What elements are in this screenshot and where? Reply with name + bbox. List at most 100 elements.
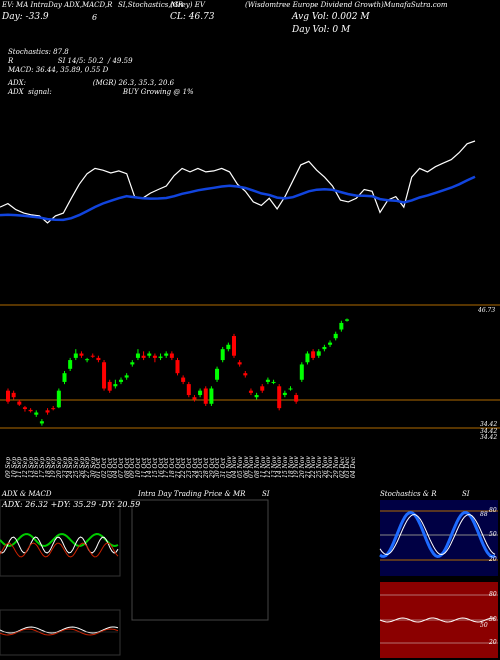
candle-body xyxy=(345,319,349,321)
header-label-3: (Grey) EV xyxy=(170,1,205,9)
adx-panel-values: ADX: 26.32 +DY: 35.29 -DY: 20.59 xyxy=(2,500,141,509)
stoch-k-line xyxy=(379,510,496,559)
candle-body xyxy=(198,390,203,396)
candle xyxy=(22,405,27,412)
candle-body xyxy=(158,356,163,358)
header-label-2: SI,Stochastics,MR xyxy=(118,1,184,9)
candle xyxy=(203,386,208,406)
candle-body xyxy=(299,364,304,380)
candle xyxy=(73,349,78,361)
price-tick-3: 34.42 xyxy=(480,434,498,441)
adx-panel-title: ADX & MACD xyxy=(2,490,52,498)
stoch-value-label: 88 xyxy=(480,511,488,518)
header-title: (Wisdomtree Europe Dividend Growth)Munaf… xyxy=(245,1,448,9)
candle xyxy=(6,388,10,404)
price-tick-1: 34.42 xyxy=(480,421,498,428)
stoch-d-line xyxy=(379,513,496,556)
candle xyxy=(215,366,220,382)
candle xyxy=(265,377,270,385)
candle xyxy=(243,371,248,378)
macd-value: MACD: 36.44, 35.89, 0.55 D xyxy=(8,66,109,74)
candle xyxy=(294,392,299,404)
candle xyxy=(96,355,101,363)
candle-body xyxy=(56,390,61,408)
candle-body xyxy=(102,362,107,389)
candle xyxy=(333,331,338,341)
candle xyxy=(147,351,152,358)
candle-body xyxy=(175,360,180,374)
adx-plus-di-line xyxy=(0,532,119,548)
candle-body xyxy=(181,377,186,382)
candle xyxy=(56,388,61,409)
rsi-tick-80: 80 xyxy=(489,591,497,598)
candle xyxy=(62,371,67,385)
candle-body xyxy=(68,360,73,369)
candle-body xyxy=(141,355,146,358)
candle xyxy=(152,353,157,363)
candle-body xyxy=(152,355,157,358)
candle xyxy=(17,399,22,406)
candle xyxy=(107,379,112,393)
candle-body xyxy=(248,390,253,393)
candle-body xyxy=(192,397,197,400)
stoch-panel-title: Stochastics & R xyxy=(380,490,437,498)
candle xyxy=(164,351,169,358)
stoch-tick-50: 50 xyxy=(489,531,497,538)
candle xyxy=(198,388,203,398)
candle-body xyxy=(73,353,78,358)
candle xyxy=(28,408,33,413)
candle xyxy=(45,408,50,415)
candle-body xyxy=(28,409,33,412)
candle-body xyxy=(11,392,16,398)
candle xyxy=(79,351,84,358)
candle xyxy=(192,395,197,402)
candle-body xyxy=(232,336,236,356)
candle-body xyxy=(311,351,316,358)
candle xyxy=(51,405,56,411)
candle-body xyxy=(51,408,56,410)
candle-body xyxy=(45,410,50,413)
adx-minus-di-line xyxy=(0,542,119,558)
candle xyxy=(299,362,304,382)
candle xyxy=(328,340,333,347)
candle xyxy=(305,351,310,365)
intraday-panel-title: Intra Day Trading Price & MR xyxy=(138,490,246,498)
candle xyxy=(226,342,231,352)
candle-body xyxy=(333,333,338,339)
candle xyxy=(124,373,129,380)
candle-body xyxy=(85,359,90,361)
candle-body xyxy=(130,362,135,365)
candle xyxy=(141,351,146,361)
candle xyxy=(34,410,39,417)
price-tick-2: 34.42 xyxy=(480,428,498,435)
candle xyxy=(260,384,265,393)
candle-body xyxy=(271,381,276,383)
adx-signal: ADX signal: BUY Growing @ 1% xyxy=(8,88,194,96)
candle-body xyxy=(226,344,231,350)
header-label-1: EV: MA IntraDay ADX,MACD,R xyxy=(2,1,113,9)
candle-body xyxy=(288,388,293,390)
candle-body xyxy=(17,401,22,405)
blue-ma-line xyxy=(0,175,476,222)
candle-body xyxy=(243,373,248,376)
candle xyxy=(248,388,253,396)
candle-body xyxy=(215,368,220,380)
candle-body xyxy=(107,381,112,391)
candle-body xyxy=(164,353,169,356)
candle xyxy=(254,392,259,400)
candle xyxy=(68,357,73,371)
candle-body xyxy=(260,386,265,391)
close-price: CL: 46.73 xyxy=(170,12,215,22)
candle xyxy=(158,353,163,361)
candle xyxy=(11,390,16,400)
candle-body xyxy=(209,388,214,404)
candle xyxy=(282,390,287,398)
day-count: 6 xyxy=(92,13,98,22)
candle-body xyxy=(282,392,287,396)
price-tick-top: 46.73 xyxy=(478,307,496,314)
day-volume: Day Vol: 0 M xyxy=(292,25,351,35)
candle-body xyxy=(147,353,152,356)
stoch-si-label: SI xyxy=(462,490,470,498)
candle xyxy=(90,353,95,358)
